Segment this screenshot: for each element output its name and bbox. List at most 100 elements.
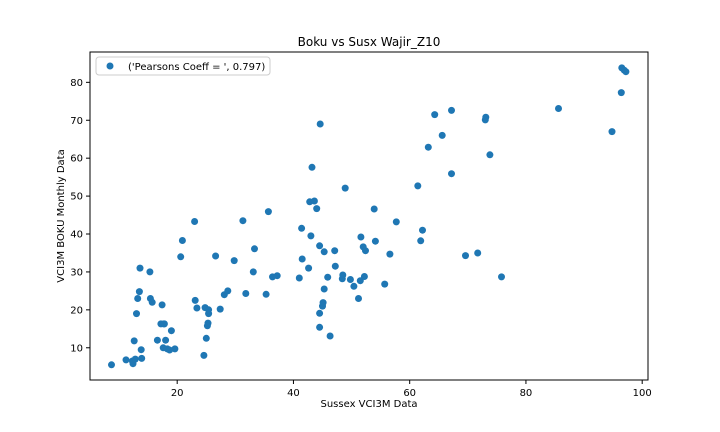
data-point bbox=[346, 276, 354, 283]
plot-frame bbox=[89, 51, 649, 381]
data-point bbox=[448, 170, 455, 178]
data-point bbox=[307, 232, 315, 240]
data-points bbox=[108, 64, 630, 369]
data-point bbox=[136, 264, 144, 272]
data-point bbox=[310, 197, 318, 205]
data-point bbox=[448, 106, 455, 114]
data-point bbox=[305, 264, 313, 272]
data-point bbox=[320, 248, 328, 256]
y-axis: 10 20 30 40 50 60 70 80 bbox=[70, 78, 90, 354]
data-point bbox=[134, 295, 142, 302]
y-tick-label: 50 bbox=[70, 192, 83, 203]
data-point bbox=[298, 255, 306, 263]
data-point bbox=[316, 242, 324, 250]
data-point bbox=[191, 296, 199, 304]
data-point bbox=[162, 336, 170, 344]
data-point bbox=[617, 89, 625, 97]
data-point bbox=[131, 355, 139, 363]
data-point bbox=[462, 252, 469, 260]
data-point bbox=[158, 301, 166, 309]
data-point bbox=[262, 290, 270, 298]
data-point bbox=[308, 163, 316, 171]
data-point bbox=[438, 131, 446, 139]
data-point bbox=[177, 253, 185, 261]
data-point bbox=[608, 128, 616, 136]
data-point bbox=[153, 336, 161, 344]
data-point bbox=[326, 332, 334, 340]
data-point bbox=[498, 273, 505, 281]
data-point bbox=[320, 285, 328, 293]
data-point bbox=[295, 274, 303, 282]
x-axis: 20 40 60 80 100 bbox=[171, 380, 652, 399]
data-point bbox=[386, 250, 394, 258]
data-point bbox=[249, 268, 257, 276]
data-point bbox=[167, 327, 175, 335]
data-point bbox=[160, 320, 168, 328]
data-point bbox=[360, 273, 368, 280]
data-point bbox=[138, 354, 146, 362]
data-point bbox=[341, 184, 349, 192]
data-point bbox=[381, 280, 389, 288]
data-point bbox=[193, 304, 201, 312]
data-point bbox=[178, 237, 186, 244]
data-point bbox=[133, 310, 140, 318]
data-point bbox=[431, 111, 439, 119]
data-point bbox=[419, 226, 426, 234]
data-point bbox=[316, 120, 324, 128]
data-point bbox=[622, 68, 630, 76]
y-tick-label: 20 bbox=[70, 305, 83, 316]
x-tick-label: 60 bbox=[403, 388, 416, 399]
x-tick-label: 40 bbox=[287, 388, 300, 399]
data-point bbox=[122, 356, 130, 364]
data-point bbox=[202, 334, 210, 342]
data-point bbox=[130, 337, 138, 345]
data-point bbox=[313, 205, 321, 213]
data-point bbox=[392, 218, 400, 226]
data-point bbox=[171, 345, 179, 353]
y-axis-title: VCI3M BOKU Monthly Data bbox=[56, 149, 67, 282]
data-point bbox=[482, 113, 490, 121]
data-point bbox=[486, 151, 494, 159]
legend-box bbox=[95, 56, 271, 76]
y-tick-label: 80 bbox=[70, 78, 83, 89]
data-point bbox=[239, 217, 247, 225]
data-point bbox=[298, 224, 306, 232]
x-tick-label: 20 bbox=[171, 388, 184, 399]
data-point bbox=[414, 182, 422, 190]
data-point bbox=[331, 247, 339, 255]
chart-title: Boku vs Susx Wajir_Z10 bbox=[298, 35, 441, 49]
data-point bbox=[205, 306, 213, 314]
data-point bbox=[200, 351, 208, 359]
y-tick-label: 70 bbox=[70, 116, 83, 127]
data-point bbox=[148, 298, 156, 306]
data-point bbox=[166, 346, 174, 354]
data-point bbox=[264, 208, 272, 216]
legend-label: ('Pearsons Coeff = ', 0.797) bbox=[128, 62, 265, 73]
x-axis-title: Sussex VCI3M Data bbox=[321, 399, 418, 410]
data-point bbox=[555, 105, 562, 112]
y-tick-label: 30 bbox=[70, 267, 83, 278]
data-point bbox=[417, 237, 425, 245]
data-point bbox=[224, 287, 232, 295]
data-point bbox=[319, 299, 327, 307]
x-tick-label: 100 bbox=[633, 388, 652, 399]
y-tick-label: 10 bbox=[70, 343, 83, 354]
data-point bbox=[371, 237, 379, 245]
data-point bbox=[108, 361, 115, 369]
data-point bbox=[146, 268, 154, 276]
data-point bbox=[339, 271, 347, 279]
data-point bbox=[350, 282, 358, 290]
data-point bbox=[212, 252, 220, 260]
data-point bbox=[137, 346, 145, 354]
data-point bbox=[216, 305, 224, 313]
data-point bbox=[370, 205, 378, 213]
data-point bbox=[230, 257, 238, 265]
data-point bbox=[355, 295, 362, 302]
data-point bbox=[362, 247, 369, 255]
x-tick-label: 80 bbox=[520, 388, 533, 399]
data-point bbox=[331, 262, 339, 270]
data-point bbox=[204, 319, 212, 327]
data-point bbox=[191, 218, 199, 225]
data-point bbox=[357, 233, 365, 241]
